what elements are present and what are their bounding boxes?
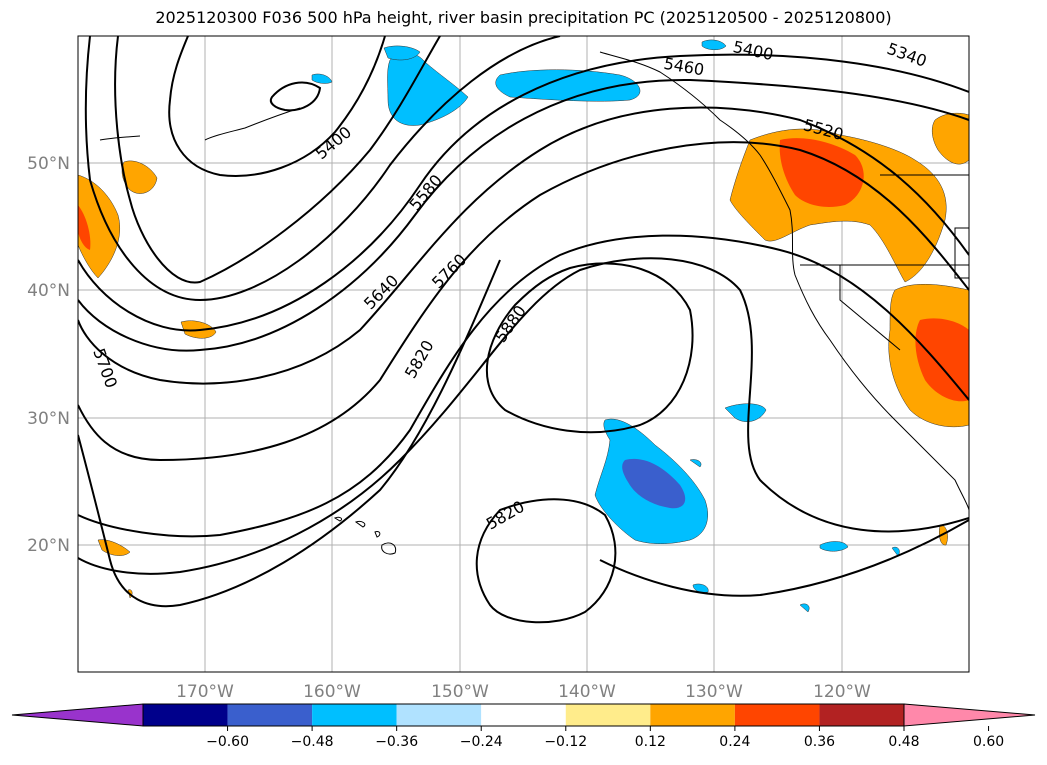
colorbar-box	[734, 704, 820, 726]
colorbar: −0.60 −0.48 −0.36 −0.24 −0.12 0.12 0.24 0.36 0.4…	[11, 703, 1036, 750]
colorbar-tick-label: −0.48	[291, 734, 334, 750]
colorbar-box	[565, 704, 651, 726]
positive-precip-areas	[78, 112, 969, 599]
lat-label-50n: 50°N	[27, 154, 70, 174]
colorbar-tick-label: −0.12	[544, 734, 587, 750]
lon-label-150w: 150°W	[431, 682, 489, 702]
longitude-labels: 170°W 160°W 150°W 140°W 130°W 120°W	[176, 682, 871, 702]
latitude-labels: 50°N 40°N 30°N 20°N	[27, 154, 70, 556]
height-contours	[78, 36, 969, 624]
lon-label-160w: 160°W	[303, 682, 361, 702]
lon-label-130w: 130°W	[685, 682, 743, 702]
map-frame	[77, 35, 970, 673]
colorbar-box	[312, 704, 397, 726]
colorbar-box	[481, 704, 566, 726]
colorbar-tick-label: −0.36	[375, 734, 418, 750]
colorbar-box	[143, 704, 228, 726]
coastlines	[99, 51, 969, 555]
lat-label-40n: 40°N	[27, 281, 70, 301]
colorbar-extend-low	[11, 703, 144, 727]
map-area: 5400 5580 5640 5760 5820 5880 5700 5820 …	[78, 36, 969, 672]
colorbar-frame	[142, 703, 905, 727]
colorbar-tick-label: 0.12	[635, 734, 666, 750]
figure-title: 2025120300 F036 500 hPa height, river ba…	[155, 8, 892, 27]
colorbar-box	[819, 704, 904, 726]
lat-label-20n: 20°N	[27, 536, 70, 556]
colorbar-tick-label: 0.24	[719, 734, 750, 750]
colorbar-tick-label: −0.24	[460, 734, 503, 750]
lat-label-30n: 30°N	[27, 409, 70, 429]
negative-precip-areas	[311, 39, 900, 613]
colorbar-tick-label: 0.60	[973, 734, 1004, 750]
colorbar-box	[650, 704, 735, 726]
colorbar-tick-label: −0.60	[206, 734, 249, 750]
colorbar-box	[396, 704, 482, 726]
lon-label-170w: 170°W	[176, 682, 234, 702]
colorbar-tick-label: 0.48	[888, 734, 919, 750]
lon-label-120w: 120°W	[813, 682, 871, 702]
lon-label-140w: 140°W	[558, 682, 616, 702]
colorbar-tick-label: 0.36	[804, 734, 835, 750]
colorbar-box	[227, 704, 313, 726]
colorbar-extend-high	[903, 703, 1036, 727]
